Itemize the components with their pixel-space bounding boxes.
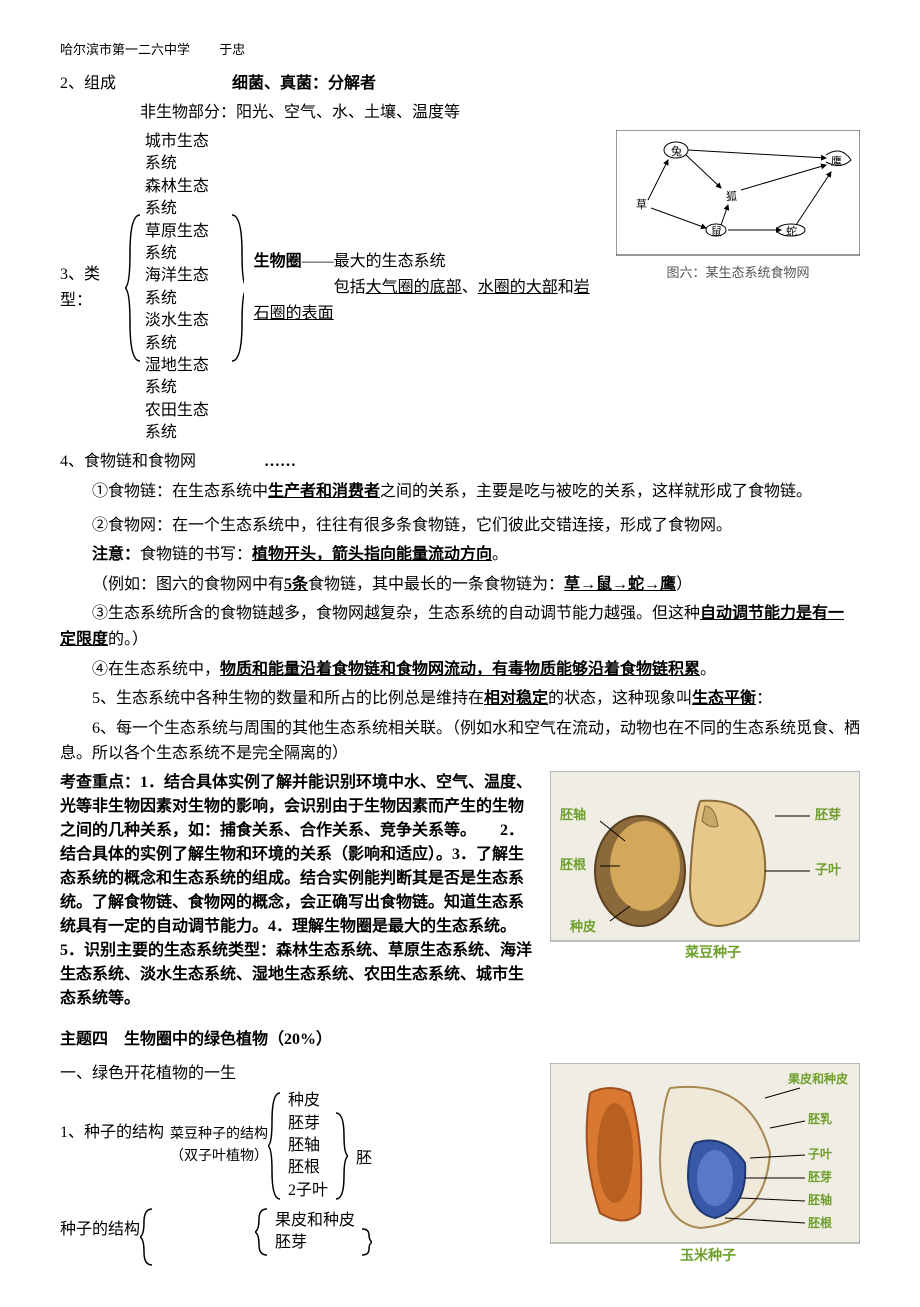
svg-text:子叶: 子叶 bbox=[815, 862, 841, 877]
svg-text:胚乳: 胚乳 bbox=[808, 1111, 832, 1126]
biosphere-label: 生物圈 bbox=[254, 253, 302, 270]
hydrosphere: 水圈的大部 bbox=[478, 279, 558, 296]
seed-structure-label: 1、种子的结构 bbox=[60, 1090, 170, 1146]
type-item: 湿地生态系统 bbox=[145, 355, 224, 400]
exam-label: 考查重点： bbox=[60, 774, 140, 791]
bean-seed-svg: 胚轴 胚根 种皮 胚芽 子叶 菜豆种子 bbox=[550, 771, 860, 961]
interconnection: 6、每一个生态系统与周围的其他生态系统相关联。（例如水和空气在流动，动物也在不同… bbox=[60, 716, 860, 767]
embryo-label: 胚 bbox=[348, 1121, 372, 1172]
biosphere-desc: ——最大的生态系统 bbox=[302, 253, 446, 270]
svg-text:子叶: 子叶 bbox=[808, 1146, 832, 1161]
brace-icon bbox=[268, 1091, 283, 1201]
brace-icon bbox=[255, 1207, 270, 1257]
chain-count: 5条 bbox=[284, 576, 308, 593]
dicot-label: （双子叶植物） bbox=[170, 1146, 268, 1168]
atmosphere: 大气圈的底部 bbox=[366, 279, 462, 296]
matter-energy-flow: ④在生态系统中，物质和能量沿着食物链和食物网流动，有毒物质能够沿着食物链积累。 bbox=[60, 657, 860, 683]
svg-text:种皮: 种皮 bbox=[569, 919, 596, 934]
svg-text:菜豆种子: 菜豆种子 bbox=[684, 944, 741, 961]
fox-label: 狐 bbox=[726, 189, 737, 203]
relative-stable: 相对稳定 bbox=[484, 690, 548, 707]
type-item: 城市生态系统 bbox=[145, 131, 224, 176]
figure-six-container: 草 兔 狐 鼠 蛇 鹰 图六：某生态系统食物网 bbox=[616, 130, 860, 284]
item-number: 2、组成 bbox=[60, 75, 116, 92]
school-name: 哈尔滨市第一二六中学 bbox=[60, 42, 190, 57]
example-line: （例如：图六的食物网中有5条食物链，其中最长的一条食物链为：草→鼠→蛇→鹰） bbox=[60, 572, 860, 598]
svg-text:胚芽: 胚芽 bbox=[808, 1169, 832, 1184]
auto-regulation: ③生态系统所含的食物链越多，食物网越复杂，生态系统的自动调节能力越强。但这种自动… bbox=[60, 601, 860, 652]
biosphere-info: 生物圈——最大的生态系统 包括大气圈的底部、水圈的大部和岩石圈的表面 bbox=[244, 249, 601, 326]
type-item: 海洋生态系统 bbox=[145, 265, 224, 310]
brace-icon bbox=[140, 1207, 155, 1267]
longest-chain: 草→鼠→蛇→鹰 bbox=[564, 576, 676, 593]
ellipsis: …… bbox=[264, 453, 296, 470]
svg-text:胚根: 胚根 bbox=[560, 857, 587, 872]
type-item: 草原生态系统 bbox=[145, 221, 224, 266]
type-item: 森林生态系统 bbox=[145, 176, 224, 221]
figure-six-caption: 图六：某生态系统食物网 bbox=[616, 263, 860, 284]
right-brace-icon bbox=[229, 213, 244, 363]
decomposer-text: 细菌、真菌：分解者 bbox=[232, 75, 376, 92]
seed-part: 果皮和种皮 bbox=[275, 1210, 355, 1232]
topic-4-title: 主题四 生物圈中的绿色植物（20%） bbox=[60, 1027, 860, 1053]
type-item: 淡水生态系统 bbox=[145, 310, 224, 355]
producer-consumer: 生产者和消费者 bbox=[268, 483, 380, 500]
page-header: 哈尔滨市第一二六中学 于忠 bbox=[60, 40, 860, 61]
brace-icon bbox=[333, 1111, 348, 1201]
seed-part: 胚芽 bbox=[275, 1232, 355, 1254]
teacher-name: 于忠 bbox=[219, 42, 245, 57]
svg-text:果皮和种皮: 果皮和种皮 bbox=[787, 1071, 848, 1086]
types-list: 城市生态系统 森林生态系统 草原生态系统 海洋生态系统 淡水生态系统 湿地生态系… bbox=[140, 131, 229, 444]
chain-rule: 植物开头，箭头指向能量流动方向 bbox=[252, 546, 492, 563]
food-web-svg: 草 兔 狐 鼠 蛇 鹰 bbox=[616, 130, 860, 260]
includes-prefix: 包括 bbox=[334, 279, 366, 296]
seed-part: 胚轴 bbox=[288, 1135, 328, 1157]
left-brace-icon bbox=[125, 213, 140, 363]
seed-part: 2子叶 bbox=[288, 1180, 328, 1202]
food-chain-def: ①食物链：在生态系统中生产者和消费者之间的关系，主要是吃与被吃的关系，这样就形成… bbox=[60, 479, 860, 505]
seed-part: 胚芽 bbox=[288, 1113, 328, 1135]
note-label: 注意： bbox=[92, 546, 140, 563]
corn-seed-svg: 果皮和种皮 胚乳 子叶 胚芽 胚轴 胚根 玉米种子 bbox=[550, 1063, 860, 1263]
corn-seed-figure: 果皮和种皮 胚乳 子叶 胚芽 胚轴 胚根 玉米种子 bbox=[550, 1063, 860, 1272]
abiotic-line: 非生物部分：阳光、空气、水、土壤、温度等 bbox=[60, 100, 860, 126]
balance-term: 生态平衡 bbox=[692, 690, 756, 707]
svg-text:胚芽: 胚芽 bbox=[815, 807, 841, 822]
rabbit-label: 兔 bbox=[671, 144, 682, 158]
svg-text:胚根: 胚根 bbox=[808, 1215, 832, 1230]
bean-seed-figure: 胚轴 胚根 种皮 胚芽 子叶 菜豆种子 bbox=[550, 771, 860, 970]
seed-part: 胚根 bbox=[288, 1157, 328, 1179]
seed-part: 种皮 bbox=[288, 1090, 328, 1112]
corn-parts: 果皮和种皮 胚芽 bbox=[270, 1210, 360, 1255]
seed-overall-label: 种子的结构 bbox=[60, 1207, 140, 1243]
composition-line: 2、组成 细菌、真菌：分解者 bbox=[60, 71, 860, 97]
note-line: 注意：食物链的书写：植物开头，箭头指向能量流动方向。 bbox=[60, 542, 860, 568]
food-web-def: ②食物网：在一个生态系统中，往往有很多条食物链，它们彼此交错连接，形成了食物网。 bbox=[60, 513, 860, 539]
flow-accumulation: 物质和能量沿着食物链和食物网流动，有毒物质能够沿着食物链积累 bbox=[220, 661, 700, 678]
bean-parts: 种皮 胚芽 胚轴 胚根 2子叶 bbox=[283, 1090, 333, 1202]
svg-text:胚轴: 胚轴 bbox=[808, 1192, 832, 1207]
grass-label: 草 bbox=[636, 198, 647, 211]
ecosystem-types-block: 3、类型： 城市生态系统 森林生态系统 草原生态系统 海洋生态系统 淡水生态系统… bbox=[60, 131, 601, 444]
section-4-title: 4、食物链和食物网 …… bbox=[60, 449, 860, 475]
brace-icon bbox=[360, 1227, 372, 1257]
exam-content: 1．结合具体实例了解并能识别环境中水、空气、温度、光等非生物因素对生物的影响，会… bbox=[60, 774, 532, 1007]
bean-seed-label: 菜豆种子的结构 bbox=[170, 1124, 268, 1146]
seed-structure-block: 1、种子的结构 菜豆种子的结构 （双子叶植物） 种皮 胚芽 胚轴 胚根 2子叶 … bbox=[60, 1090, 535, 1202]
types-label: 3、类型： bbox=[60, 262, 125, 313]
svg-text:玉米种子: 玉米种子 bbox=[680, 1247, 736, 1263]
type-item: 农田生态系统 bbox=[145, 400, 224, 445]
seed-overall-block: 种子的结构 果皮和种皮 胚芽 bbox=[60, 1207, 535, 1267]
ecological-balance: 5、生态系统中各种生物的数量和所占的比例总是维持在相对稳定的状态，这种现象叫生态… bbox=[60, 686, 860, 712]
svg-text:胚轴: 胚轴 bbox=[560, 807, 586, 822]
